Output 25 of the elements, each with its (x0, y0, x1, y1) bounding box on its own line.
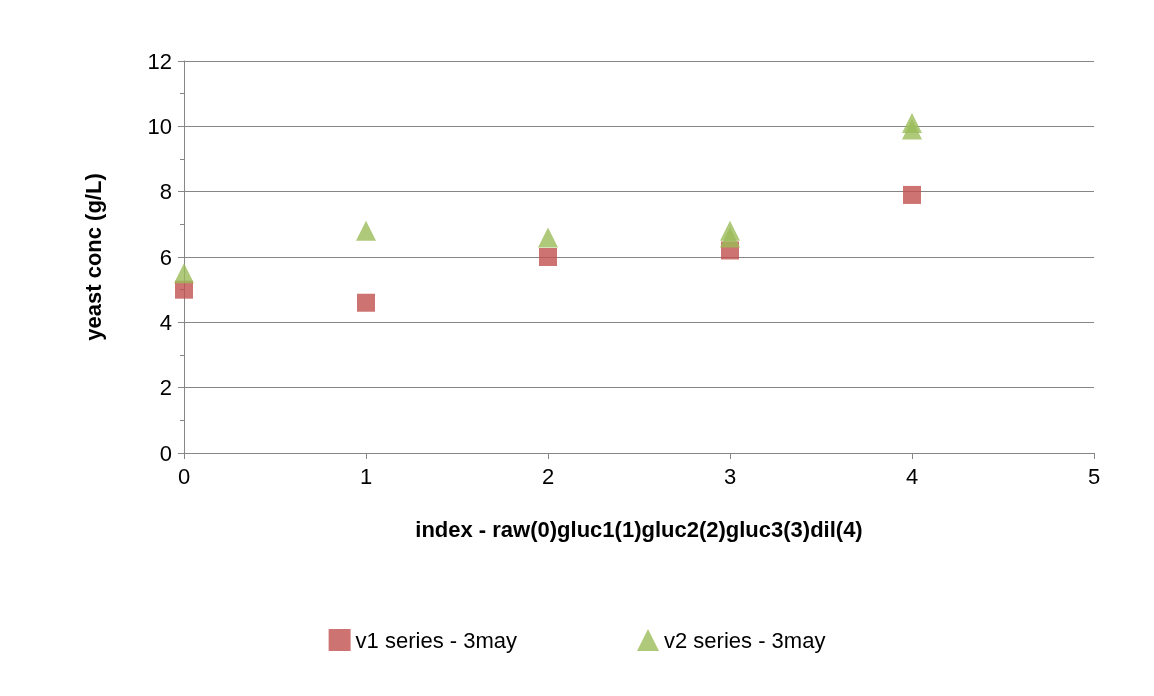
point (902, 113, 922, 134)
x-tick-label: 3 (723, 463, 737, 489)
x-axis-title: index - raw(0)gluc1(1)gluc2(2)gluc3(3)dil(4) (415, 516, 863, 542)
y-tick-label: 4 (159, 309, 172, 335)
point (174, 263, 194, 284)
x-tick-label: 2 (541, 463, 555, 489)
point (539, 248, 557, 266)
y-tick-label: 6 (159, 244, 172, 270)
point (903, 185, 921, 204)
y-tick-label: 0 (159, 440, 172, 466)
legend-label: v1 series - 3may (355, 627, 518, 653)
point (538, 227, 558, 248)
x-tick-label: 0 (177, 463, 191, 489)
y-tick-label: 2 (159, 375, 172, 401)
point (720, 220, 740, 241)
point (357, 293, 375, 312)
legend-label: v2 series - 3may (664, 627, 826, 653)
y-tick-label: 10 (147, 113, 172, 139)
point (356, 220, 376, 241)
y-axis-title: yeast conc (g/L) (80, 173, 106, 341)
y-tick-label: 12 (147, 48, 172, 74)
x-tick-label: 1 (359, 463, 373, 489)
y-tick-label: 8 (159, 179, 172, 205)
x-tick-label: 5 (1087, 463, 1101, 489)
x-tick-label: 4 (905, 463, 919, 489)
